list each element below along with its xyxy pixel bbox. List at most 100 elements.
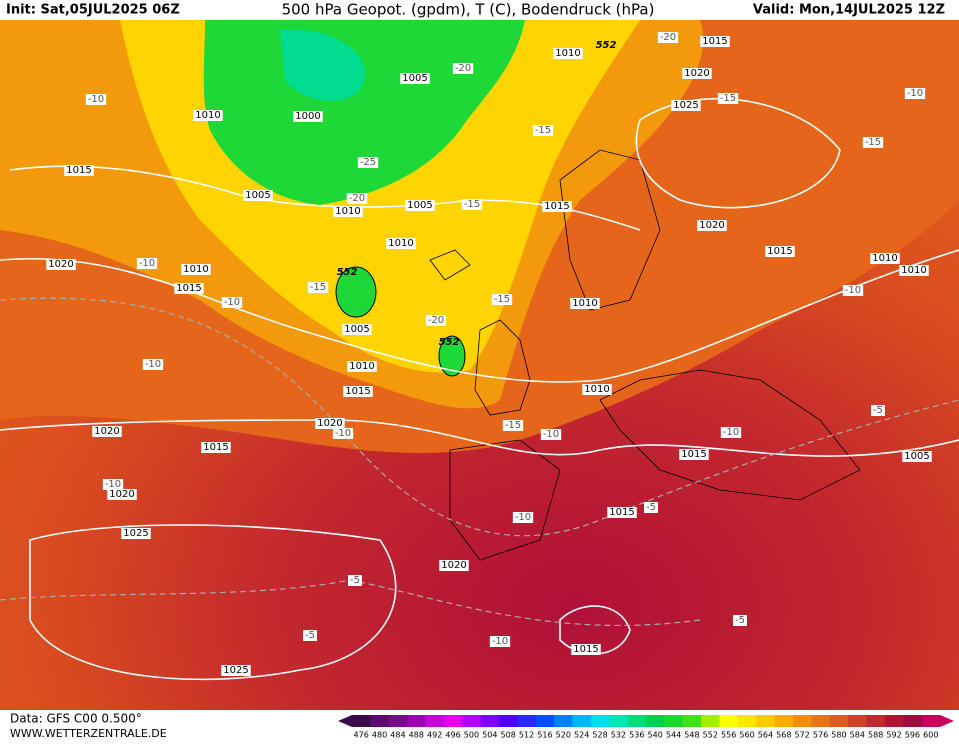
temperature-label: -10	[145, 359, 161, 370]
temperature-label: -5	[305, 630, 315, 641]
colorbar-label: 588	[868, 731, 883, 740]
colorbar-swatch	[829, 715, 849, 727]
isobar-label: 1000	[295, 111, 320, 122]
data-source: Data: GFS C00 0.500°	[10, 712, 142, 726]
isobar-label-box	[405, 200, 435, 211]
isobar-label: 1005	[904, 451, 929, 462]
colorbar-label: 528	[592, 731, 607, 740]
temperature-label: -20	[428, 315, 444, 326]
isobar-label: 1010	[335, 206, 360, 217]
temperature-label: -15	[464, 199, 480, 210]
temperature-label-box	[720, 427, 742, 438]
isobar-label-box	[386, 238, 416, 249]
temperature-label-box	[307, 282, 329, 293]
isobar-label: 1015	[66, 165, 91, 176]
isobar-label: 1005	[344, 324, 369, 335]
isobar-label: 1020	[94, 426, 119, 437]
colorbar-swatch	[590, 715, 610, 727]
colorbar: 476 480 484 488 492 496 500 504 508 512 516 520 524 5…	[338, 715, 954, 740]
geopotential-label: 552	[439, 337, 460, 348]
colorbar-arrow	[940, 715, 954, 727]
isobar-label-box	[542, 201, 572, 212]
isobar-label: 1010	[555, 48, 580, 59]
temperature-label-box	[221, 297, 243, 308]
colorbar-label: 500	[464, 731, 479, 740]
colorbar-swatch	[609, 715, 629, 727]
colorbar-swatch	[884, 715, 904, 727]
temperature-label-box	[657, 32, 679, 43]
temperature-label-box	[303, 630, 317, 641]
colorbar-label: 504	[482, 731, 497, 740]
isobar-label: 1020	[317, 418, 342, 429]
temperature-label: -10	[224, 297, 240, 308]
colorbar-swatch	[388, 715, 408, 727]
isobar-label: 1020	[441, 560, 466, 571]
header-bar	[0, 0, 959, 20]
colorbar-label: 496	[445, 731, 460, 740]
colorbar-swatch	[646, 715, 665, 727]
colorbar-swatch	[627, 715, 647, 727]
isobar-label-box	[700, 36, 730, 47]
colorbar-label: 516	[537, 731, 552, 740]
isobar-label-box	[92, 426, 122, 437]
isobar-label: 1015	[176, 283, 201, 294]
colorbar-swatch	[719, 715, 739, 727]
cutoff-low	[335, 266, 377, 318]
colorbar-label: 564	[758, 731, 773, 740]
temperature-label: -20	[660, 32, 676, 43]
colorbar-arrow	[338, 715, 352, 727]
isobar-label: 1015	[767, 246, 792, 257]
geopotential-label: 552	[337, 267, 358, 278]
isobar-label-box	[697, 220, 727, 231]
geopotential-label: 552	[596, 40, 617, 51]
isobar-label: 1025	[223, 665, 248, 676]
colorbar-label: 540	[648, 731, 663, 740]
isobar-label-box	[902, 451, 932, 462]
temperature-label-box	[540, 429, 562, 440]
colorbar-swatch	[737, 715, 757, 727]
temperature-label-box	[491, 294, 513, 305]
colorbar-swatch	[811, 715, 831, 727]
temperature-label: -10	[723, 427, 739, 438]
isobar-label-box	[571, 644, 601, 655]
temperature-label: -15	[310, 282, 326, 293]
temperature-label-box	[842, 285, 864, 296]
coastlines	[429, 149, 861, 561]
temperature-label: -10	[139, 258, 155, 269]
colorbar-swatch	[903, 715, 923, 727]
isobar-label: 1015	[544, 201, 569, 212]
isobar-label: 1010	[872, 253, 897, 264]
temperature-label: -5	[646, 502, 656, 513]
isobar-label: 1010	[584, 384, 609, 395]
temperature-label: -10	[515, 512, 531, 523]
isobar-label: 1010	[572, 298, 597, 309]
isobar-label-box	[607, 507, 637, 518]
colorbar-swatch	[701, 715, 720, 727]
valid-time: Valid: Mon,14JUL2025 12Z	[753, 3, 945, 18]
temperature-label-box	[136, 258, 158, 269]
colorbar-label: 552	[703, 731, 718, 740]
isobar-label-box	[342, 324, 372, 335]
isobar-label-box	[570, 298, 600, 309]
temperature-label-box	[357, 157, 379, 168]
colorbar-label: 512	[519, 731, 534, 740]
map-labels: 1010 1015 1020 1025 1005 1010 1000 1015 1005 1010…	[46, 32, 932, 676]
map-title: 500 hPa Geopot. (gpdm), T (C), Bodendruc…	[282, 1, 655, 19]
colorbar-label: 508	[501, 731, 516, 740]
temperature-label: -10	[845, 285, 861, 296]
temperature-label: -15	[865, 137, 881, 148]
colorbar-swatch	[499, 715, 518, 727]
colorbar-label: 592	[886, 731, 901, 740]
temperature-label-box	[425, 315, 447, 326]
isobar-label-box	[439, 560, 469, 571]
isobar-label-box	[671, 100, 701, 111]
isobar-label: 1025	[673, 100, 698, 111]
isobar-label-box	[553, 48, 583, 59]
temperature-label-box	[452, 63, 474, 74]
colorbar-label: 584	[850, 731, 865, 740]
temperature-label-box	[644, 502, 658, 513]
colorbar-swatch	[554, 715, 573, 727]
isobar-label: 1010	[901, 265, 926, 276]
isobar-label: 1020	[684, 68, 709, 79]
colorbar-swatch	[535, 715, 555, 727]
